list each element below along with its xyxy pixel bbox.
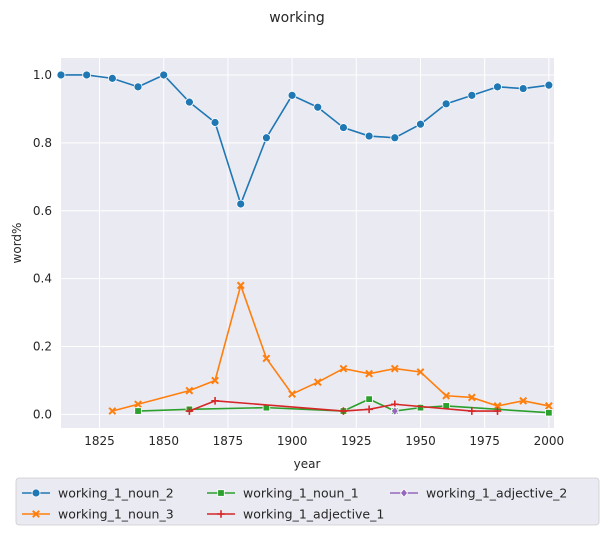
data-point: [390, 406, 399, 416]
data-point: [442, 391, 451, 400]
legend-item: working_1_noun_2: [22, 486, 174, 501]
x-tick-label: 1875: [213, 434, 244, 448]
data-point: [185, 407, 194, 415]
data-point: [339, 364, 348, 373]
data-point: [441, 99, 451, 109]
data-point: [184, 97, 194, 107]
series-layer: [56, 70, 554, 417]
series-working_1_adjective_1: [185, 397, 502, 415]
y-tick-label: 0.4: [33, 272, 52, 286]
data-point: [82, 70, 92, 80]
data-point: [236, 199, 246, 209]
series-working_1_adjective_2: [390, 406, 399, 416]
x-tick-label: 1900: [277, 434, 308, 448]
y-tick-label: 1.0: [33, 68, 52, 82]
data-point: [468, 407, 476, 415]
data-point: [211, 397, 219, 405]
x-tick-label: 1850: [148, 434, 179, 448]
data-point: [416, 119, 425, 129]
data-point: [133, 82, 143, 92]
data-point: [313, 102, 323, 112]
data-point: [390, 133, 400, 143]
legend-marker: [32, 510, 40, 518]
data-point: [493, 82, 502, 92]
legend-frame: [15, 477, 600, 526]
series-working_1_noun_2: [56, 70, 554, 209]
legend-item: working_1_noun_3: [22, 507, 174, 522]
legend-item: working_1_adjective_2: [390, 486, 567, 501]
data-point: [518, 84, 528, 93]
x-tick-label: 1825: [84, 434, 115, 448]
data-point: [365, 369, 374, 378]
grid-lines: [61, 58, 554, 428]
x-tick-label: 1950: [405, 434, 436, 448]
legend-marker: [399, 488, 409, 498]
legend-marker: [217, 510, 225, 518]
data-point: [365, 395, 373, 403]
legend-label: working_1_adjective_2: [426, 486, 567, 501]
data-point: [339, 407, 348, 415]
y-tick-label: 0.2: [33, 340, 52, 354]
data-point: [390, 364, 399, 373]
data-point: [108, 407, 117, 415]
data-point: [159, 70, 169, 80]
legend-item: working_1_adjective_1: [207, 507, 384, 522]
x-tick-label: 1925: [341, 434, 372, 448]
x-tick-label: 1975: [469, 434, 500, 448]
data-point: [339, 123, 348, 132]
data-point: [287, 90, 297, 100]
y-tick-label: 0.0: [33, 407, 52, 421]
data-point: [56, 70, 66, 80]
series-working_1_noun_3: [108, 281, 553, 415]
data-point: [416, 368, 425, 376]
legend-marker: [31, 488, 41, 498]
legend-marker: [217, 489, 225, 497]
data-point: [313, 378, 322, 387]
data-point: [519, 396, 528, 405]
y-tick-label: 0.6: [33, 204, 52, 218]
data-point: [416, 403, 425, 412]
series-line: [61, 74, 549, 205]
x-axis-label: year: [294, 457, 321, 471]
chart-title: working: [269, 10, 325, 26]
data-point: [211, 376, 219, 385]
data-point: [288, 390, 297, 398]
data-point: [545, 409, 553, 417]
legend-label: working_1_adjective_1: [243, 507, 384, 522]
legend: working_1_noun_2 working_1_noun_3 working_…: [15, 477, 600, 526]
y-tick-label: 0.8: [33, 136, 52, 150]
legend-item: working_1_noun_1: [207, 486, 359, 501]
y-axis-label: word%: [10, 223, 24, 264]
data-point: [544, 402, 553, 410]
data-point: [236, 281, 245, 290]
data-point: [134, 400, 142, 409]
data-point: [262, 354, 271, 363]
legend-label: working_1_noun_2: [58, 486, 174, 501]
data-point: [467, 393, 476, 402]
data-point: [467, 90, 477, 100]
legend-label: working_1_noun_1: [243, 486, 359, 501]
data-point: [364, 131, 374, 141]
data-point: [493, 407, 502, 415]
plot-area: [61, 58, 554, 428]
y-axis-ticks: 0.0 0.2 0.4 0.6 0.8 1.0: [33, 68, 52, 421]
data-point: [134, 407, 142, 415]
data-point: [210, 118, 220, 127]
data-point: [107, 73, 117, 83]
data-point: [365, 405, 373, 414]
data-point: [185, 386, 194, 395]
x-axis-ticks: 1825 1850 1875 1900 1925 1950 1975 2000: [84, 434, 564, 448]
data-point: [493, 402, 502, 410]
data-point: [262, 133, 271, 143]
x-tick-label: 2000: [534, 434, 565, 448]
legend-label: working_1_noun_3: [58, 507, 174, 522]
data-point: [544, 80, 554, 90]
